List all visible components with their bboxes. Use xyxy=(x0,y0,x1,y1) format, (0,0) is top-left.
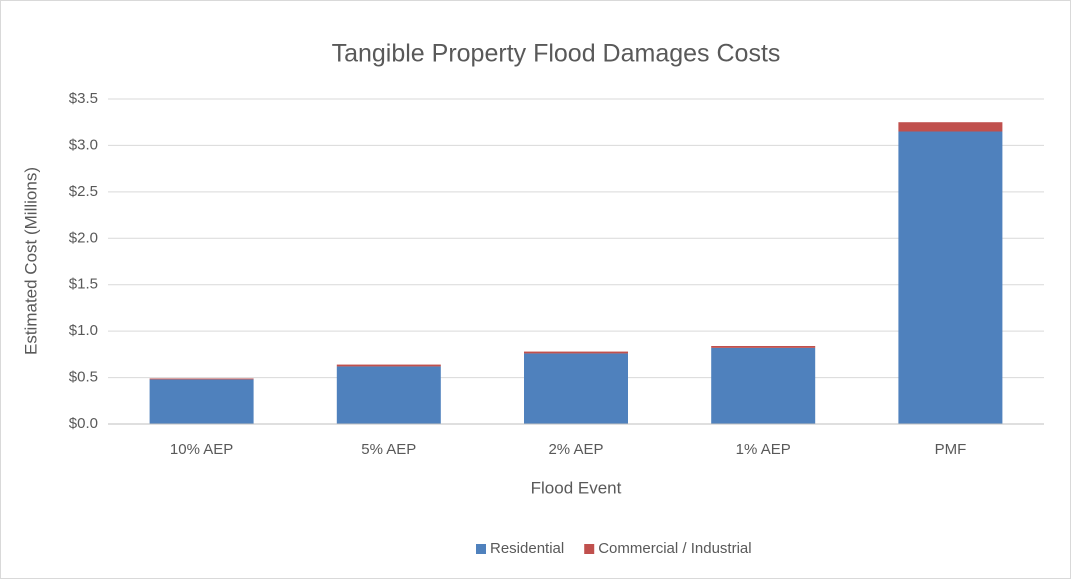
bar-segment xyxy=(149,378,254,380)
y-tick-label: $0.5 xyxy=(69,369,98,386)
x-tick-label: 10% AEP xyxy=(170,441,233,458)
y-tick-label: $0.0 xyxy=(69,415,98,432)
y-tick-label: $2.0 xyxy=(69,229,98,246)
y-tick-label: $2.5 xyxy=(69,183,98,200)
y-tick-label: $1.0 xyxy=(69,322,98,339)
chart-title: Tangible Property Flood Damages Costs xyxy=(332,40,781,68)
bar-segment xyxy=(524,351,628,354)
bar-segment xyxy=(898,122,1003,132)
legend-label: Commercial / Industrial xyxy=(598,540,751,557)
bar-segment xyxy=(336,364,441,367)
x-tick-label: 2% AEP xyxy=(548,441,603,458)
y-tick-label: $3.0 xyxy=(69,136,98,153)
legend-swatch xyxy=(476,544,486,554)
x-tick-label: 5% AEP xyxy=(361,441,416,458)
x-tick-label: 1% AEP xyxy=(736,441,791,458)
bar-segment xyxy=(149,379,254,424)
legend-label: Residential xyxy=(490,540,564,557)
x-axis-title: Flood Event xyxy=(531,478,622,497)
y-tick-label: $1.5 xyxy=(69,276,98,293)
bar-segment xyxy=(524,353,628,424)
y-axis-title: Estimated Cost (Millions) xyxy=(21,167,40,355)
x-tick-label: PMF xyxy=(935,441,967,458)
bar-segment xyxy=(711,346,816,348)
bar-segment xyxy=(711,347,816,424)
bar-segment xyxy=(336,366,441,424)
y-tick-label: $3.5 xyxy=(69,90,98,107)
legend-swatch xyxy=(584,544,595,554)
bar-segment xyxy=(898,131,1003,424)
